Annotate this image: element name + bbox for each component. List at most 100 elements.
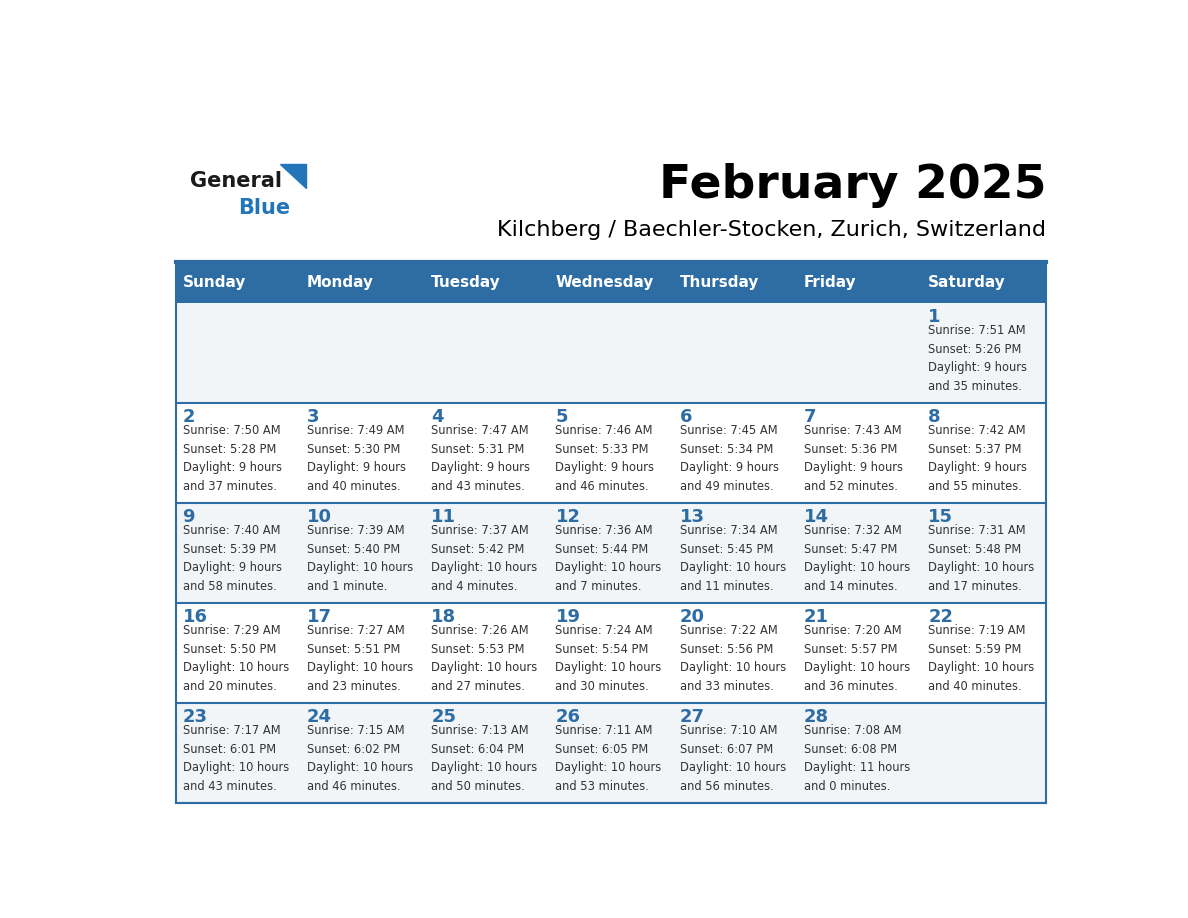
Text: Sunrise: 7:51 AM
Sunset: 5:26 PM
Daylight: 9 hours
and 35 minutes.: Sunrise: 7:51 AM Sunset: 5:26 PM Dayligh… xyxy=(928,324,1028,393)
Text: 18: 18 xyxy=(431,608,456,626)
Text: 7: 7 xyxy=(804,408,816,426)
Text: Sunrise: 7:13 AM
Sunset: 6:04 PM
Daylight: 10 hours
and 50 minutes.: Sunrise: 7:13 AM Sunset: 6:04 PM Dayligh… xyxy=(431,724,537,792)
Bar xyxy=(797,303,922,403)
Text: Saturday: Saturday xyxy=(928,275,1006,290)
Text: Sunrise: 7:20 AM
Sunset: 5:57 PM
Daylight: 10 hours
and 36 minutes.: Sunrise: 7:20 AM Sunset: 5:57 PM Dayligh… xyxy=(804,624,910,693)
Text: 22: 22 xyxy=(928,608,953,626)
Bar xyxy=(301,403,424,503)
Text: Sunrise: 7:46 AM
Sunset: 5:33 PM
Daylight: 9 hours
and 46 minutes.: Sunrise: 7:46 AM Sunset: 5:33 PM Dayligh… xyxy=(556,424,655,493)
Bar xyxy=(922,403,1047,503)
Bar xyxy=(797,403,922,503)
Text: Sunrise: 7:29 AM
Sunset: 5:50 PM
Daylight: 10 hours
and 20 minutes.: Sunrise: 7:29 AM Sunset: 5:50 PM Dayligh… xyxy=(183,624,289,693)
Text: Sunrise: 7:36 AM
Sunset: 5:44 PM
Daylight: 10 hours
and 7 minutes.: Sunrise: 7:36 AM Sunset: 5:44 PM Dayligh… xyxy=(556,524,662,593)
Bar xyxy=(176,263,1047,803)
Bar xyxy=(922,703,1047,803)
Bar xyxy=(176,603,301,703)
Text: Blue: Blue xyxy=(238,197,290,218)
Bar xyxy=(922,263,1047,303)
Bar xyxy=(301,263,424,303)
Text: Sunrise: 7:10 AM
Sunset: 6:07 PM
Daylight: 10 hours
and 56 minutes.: Sunrise: 7:10 AM Sunset: 6:07 PM Dayligh… xyxy=(680,724,786,792)
Bar xyxy=(797,503,922,603)
Bar xyxy=(674,603,797,703)
Text: 25: 25 xyxy=(431,708,456,726)
Text: 17: 17 xyxy=(307,608,331,626)
Bar xyxy=(797,263,922,303)
Text: 9: 9 xyxy=(183,508,195,526)
Text: Sunrise: 7:15 AM
Sunset: 6:02 PM
Daylight: 10 hours
and 46 minutes.: Sunrise: 7:15 AM Sunset: 6:02 PM Dayligh… xyxy=(307,724,413,792)
Text: 27: 27 xyxy=(680,708,704,726)
Text: Sunrise: 7:45 AM
Sunset: 5:34 PM
Daylight: 9 hours
and 49 minutes.: Sunrise: 7:45 AM Sunset: 5:34 PM Dayligh… xyxy=(680,424,779,493)
Bar xyxy=(425,503,549,603)
Text: 3: 3 xyxy=(307,408,320,426)
Bar xyxy=(176,503,301,603)
Text: Sunrise: 7:50 AM
Sunset: 5:28 PM
Daylight: 9 hours
and 37 minutes.: Sunrise: 7:50 AM Sunset: 5:28 PM Dayligh… xyxy=(183,424,282,493)
Bar xyxy=(301,603,424,703)
Bar xyxy=(549,303,674,403)
Text: Sunrise: 7:39 AM
Sunset: 5:40 PM
Daylight: 10 hours
and 1 minute.: Sunrise: 7:39 AM Sunset: 5:40 PM Dayligh… xyxy=(307,524,413,593)
Text: 10: 10 xyxy=(307,508,331,526)
Bar xyxy=(549,703,674,803)
Bar xyxy=(922,603,1047,703)
Bar xyxy=(425,703,549,803)
Bar xyxy=(176,263,301,303)
Text: Sunday: Sunday xyxy=(183,275,246,290)
Text: 1: 1 xyxy=(928,308,941,326)
Bar xyxy=(425,263,549,303)
Bar xyxy=(301,703,424,803)
Text: 5: 5 xyxy=(556,408,568,426)
Bar xyxy=(674,263,797,303)
Bar xyxy=(922,503,1047,603)
Text: 20: 20 xyxy=(680,608,704,626)
Text: Sunrise: 7:26 AM
Sunset: 5:53 PM
Daylight: 10 hours
and 27 minutes.: Sunrise: 7:26 AM Sunset: 5:53 PM Dayligh… xyxy=(431,624,537,693)
Bar xyxy=(176,303,301,403)
Text: 14: 14 xyxy=(804,508,829,526)
Text: 19: 19 xyxy=(556,608,581,626)
Bar xyxy=(176,703,301,803)
Text: Sunrise: 7:47 AM
Sunset: 5:31 PM
Daylight: 9 hours
and 43 minutes.: Sunrise: 7:47 AM Sunset: 5:31 PM Dayligh… xyxy=(431,424,530,493)
Bar xyxy=(425,303,549,403)
Bar xyxy=(797,603,922,703)
Text: 11: 11 xyxy=(431,508,456,526)
Text: 28: 28 xyxy=(804,708,829,726)
Bar xyxy=(301,503,424,603)
Text: Monday: Monday xyxy=(307,275,374,290)
Text: Kilchberg / Baechler-Stocken, Zurich, Switzerland: Kilchberg / Baechler-Stocken, Zurich, Sw… xyxy=(498,219,1047,240)
Text: Sunrise: 7:11 AM
Sunset: 6:05 PM
Daylight: 10 hours
and 53 minutes.: Sunrise: 7:11 AM Sunset: 6:05 PM Dayligh… xyxy=(556,724,662,792)
Text: General: General xyxy=(190,171,282,191)
Text: Sunrise: 7:42 AM
Sunset: 5:37 PM
Daylight: 9 hours
and 55 minutes.: Sunrise: 7:42 AM Sunset: 5:37 PM Dayligh… xyxy=(928,424,1028,493)
Bar xyxy=(176,403,301,503)
Text: Sunrise: 7:34 AM
Sunset: 5:45 PM
Daylight: 10 hours
and 11 minutes.: Sunrise: 7:34 AM Sunset: 5:45 PM Dayligh… xyxy=(680,524,786,593)
Text: Sunrise: 7:40 AM
Sunset: 5:39 PM
Daylight: 9 hours
and 58 minutes.: Sunrise: 7:40 AM Sunset: 5:39 PM Dayligh… xyxy=(183,524,282,593)
Text: Friday: Friday xyxy=(804,275,857,290)
Bar xyxy=(922,303,1047,403)
Bar xyxy=(301,303,424,403)
Text: 21: 21 xyxy=(804,608,829,626)
Text: Sunrise: 7:17 AM
Sunset: 6:01 PM
Daylight: 10 hours
and 43 minutes.: Sunrise: 7:17 AM Sunset: 6:01 PM Dayligh… xyxy=(183,724,289,792)
Bar xyxy=(674,403,797,503)
Text: 26: 26 xyxy=(556,708,581,726)
Bar xyxy=(549,263,674,303)
Text: Sunrise: 7:37 AM
Sunset: 5:42 PM
Daylight: 10 hours
and 4 minutes.: Sunrise: 7:37 AM Sunset: 5:42 PM Dayligh… xyxy=(431,524,537,593)
Polygon shape xyxy=(280,164,307,188)
Bar xyxy=(549,503,674,603)
Bar xyxy=(674,303,797,403)
Text: 2: 2 xyxy=(183,408,195,426)
Text: 15: 15 xyxy=(928,508,953,526)
Text: 6: 6 xyxy=(680,408,693,426)
Bar xyxy=(674,503,797,603)
Text: Wednesday: Wednesday xyxy=(556,275,653,290)
Text: Sunrise: 7:24 AM
Sunset: 5:54 PM
Daylight: 10 hours
and 30 minutes.: Sunrise: 7:24 AM Sunset: 5:54 PM Dayligh… xyxy=(556,624,662,693)
Bar xyxy=(549,403,674,503)
Bar xyxy=(797,703,922,803)
Text: Sunrise: 7:19 AM
Sunset: 5:59 PM
Daylight: 10 hours
and 40 minutes.: Sunrise: 7:19 AM Sunset: 5:59 PM Dayligh… xyxy=(928,624,1035,693)
Bar xyxy=(549,603,674,703)
Text: February 2025: February 2025 xyxy=(658,163,1047,208)
Text: Sunrise: 7:43 AM
Sunset: 5:36 PM
Daylight: 9 hours
and 52 minutes.: Sunrise: 7:43 AM Sunset: 5:36 PM Dayligh… xyxy=(804,424,903,493)
Text: Sunrise: 7:49 AM
Sunset: 5:30 PM
Daylight: 9 hours
and 40 minutes.: Sunrise: 7:49 AM Sunset: 5:30 PM Dayligh… xyxy=(307,424,406,493)
Text: 24: 24 xyxy=(307,708,331,726)
Text: 12: 12 xyxy=(556,508,581,526)
Text: 23: 23 xyxy=(183,708,208,726)
Text: 16: 16 xyxy=(183,608,208,626)
Text: Sunrise: 7:22 AM
Sunset: 5:56 PM
Daylight: 10 hours
and 33 minutes.: Sunrise: 7:22 AM Sunset: 5:56 PM Dayligh… xyxy=(680,624,786,693)
Text: Sunrise: 7:32 AM
Sunset: 5:47 PM
Daylight: 10 hours
and 14 minutes.: Sunrise: 7:32 AM Sunset: 5:47 PM Dayligh… xyxy=(804,524,910,593)
